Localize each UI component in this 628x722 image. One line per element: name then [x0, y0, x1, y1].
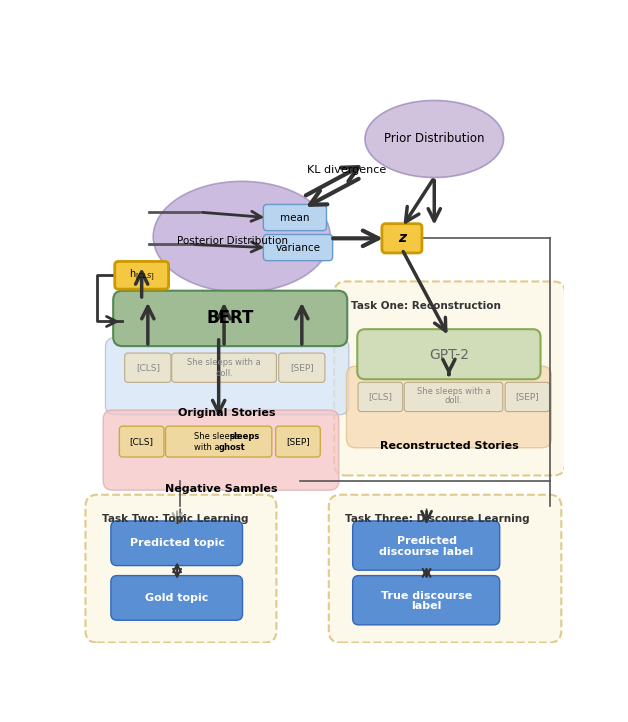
- FancyBboxPatch shape: [353, 575, 500, 625]
- Text: GPT-2: GPT-2: [429, 347, 469, 362]
- FancyBboxPatch shape: [505, 383, 550, 412]
- Text: She sleeps: She sleeps: [194, 432, 242, 440]
- Text: doll.: doll.: [215, 368, 233, 378]
- Text: Predicted: Predicted: [396, 536, 457, 546]
- FancyBboxPatch shape: [166, 426, 272, 457]
- FancyBboxPatch shape: [106, 338, 349, 414]
- FancyBboxPatch shape: [353, 521, 500, 570]
- FancyBboxPatch shape: [263, 204, 327, 230]
- Text: Posterior Distribution: Posterior Distribution: [177, 235, 288, 245]
- FancyBboxPatch shape: [111, 575, 242, 620]
- Text: [CLS]: [CLS]: [369, 393, 392, 401]
- Text: Negative Samples: Negative Samples: [165, 484, 277, 494]
- FancyBboxPatch shape: [263, 235, 333, 261]
- FancyBboxPatch shape: [103, 410, 338, 490]
- Text: Task One: Reconstruction: Task One: Reconstruction: [351, 300, 501, 310]
- Text: h$_{[CLS]}$: h$_{[CLS]}$: [129, 267, 154, 283]
- Text: KL divergence: KL divergence: [307, 165, 386, 175]
- Text: Prior Distribution: Prior Distribution: [384, 133, 485, 146]
- Text: [CLS]: [CLS]: [136, 363, 160, 372]
- FancyBboxPatch shape: [382, 224, 422, 253]
- Ellipse shape: [153, 181, 330, 292]
- FancyBboxPatch shape: [85, 495, 276, 643]
- Text: discourse label: discourse label: [379, 547, 474, 557]
- FancyBboxPatch shape: [358, 383, 403, 412]
- FancyBboxPatch shape: [357, 329, 541, 379]
- FancyBboxPatch shape: [334, 282, 565, 476]
- Text: Predicted topic: Predicted topic: [129, 538, 225, 548]
- FancyBboxPatch shape: [347, 366, 551, 448]
- Text: BERT: BERT: [207, 310, 254, 327]
- Text: [SEP]: [SEP]: [516, 393, 539, 401]
- Text: mean: mean: [280, 212, 310, 222]
- Text: True discourse: True discourse: [381, 591, 472, 601]
- Text: [SEP]: [SEP]: [286, 437, 310, 446]
- Text: variance: variance: [276, 243, 320, 253]
- FancyBboxPatch shape: [404, 383, 503, 412]
- Text: Gold topic: Gold topic: [146, 593, 208, 603]
- Text: [CLS]: [CLS]: [129, 437, 154, 446]
- FancyBboxPatch shape: [171, 353, 276, 383]
- FancyBboxPatch shape: [119, 426, 164, 457]
- FancyBboxPatch shape: [276, 426, 320, 457]
- Text: She sleeps with a: She sleeps with a: [187, 358, 261, 367]
- Text: with a: with a: [194, 443, 222, 451]
- Text: She sleeps with a: She sleeps with a: [416, 387, 490, 396]
- FancyBboxPatch shape: [125, 353, 171, 383]
- Text: ghost: ghost: [219, 443, 246, 451]
- FancyBboxPatch shape: [115, 261, 169, 289]
- Ellipse shape: [365, 100, 504, 178]
- Text: label: label: [411, 601, 441, 611]
- FancyBboxPatch shape: [329, 495, 561, 643]
- Text: Reconstructed Stories: Reconstructed Stories: [379, 441, 518, 451]
- FancyBboxPatch shape: [113, 291, 347, 346]
- Text: doll.: doll.: [445, 396, 462, 405]
- Text: Task Two: Topic Learning: Task Two: Topic Learning: [102, 514, 248, 524]
- Text: Task Three: Discourse Learning: Task Three: Discourse Learning: [345, 514, 529, 524]
- FancyBboxPatch shape: [279, 353, 325, 383]
- Text: sleeps: sleeps: [229, 432, 260, 440]
- Text: z: z: [398, 231, 406, 245]
- Text: Original Stories: Original Stories: [178, 409, 275, 419]
- Text: [SEP]: [SEP]: [290, 363, 314, 372]
- FancyBboxPatch shape: [111, 521, 242, 565]
